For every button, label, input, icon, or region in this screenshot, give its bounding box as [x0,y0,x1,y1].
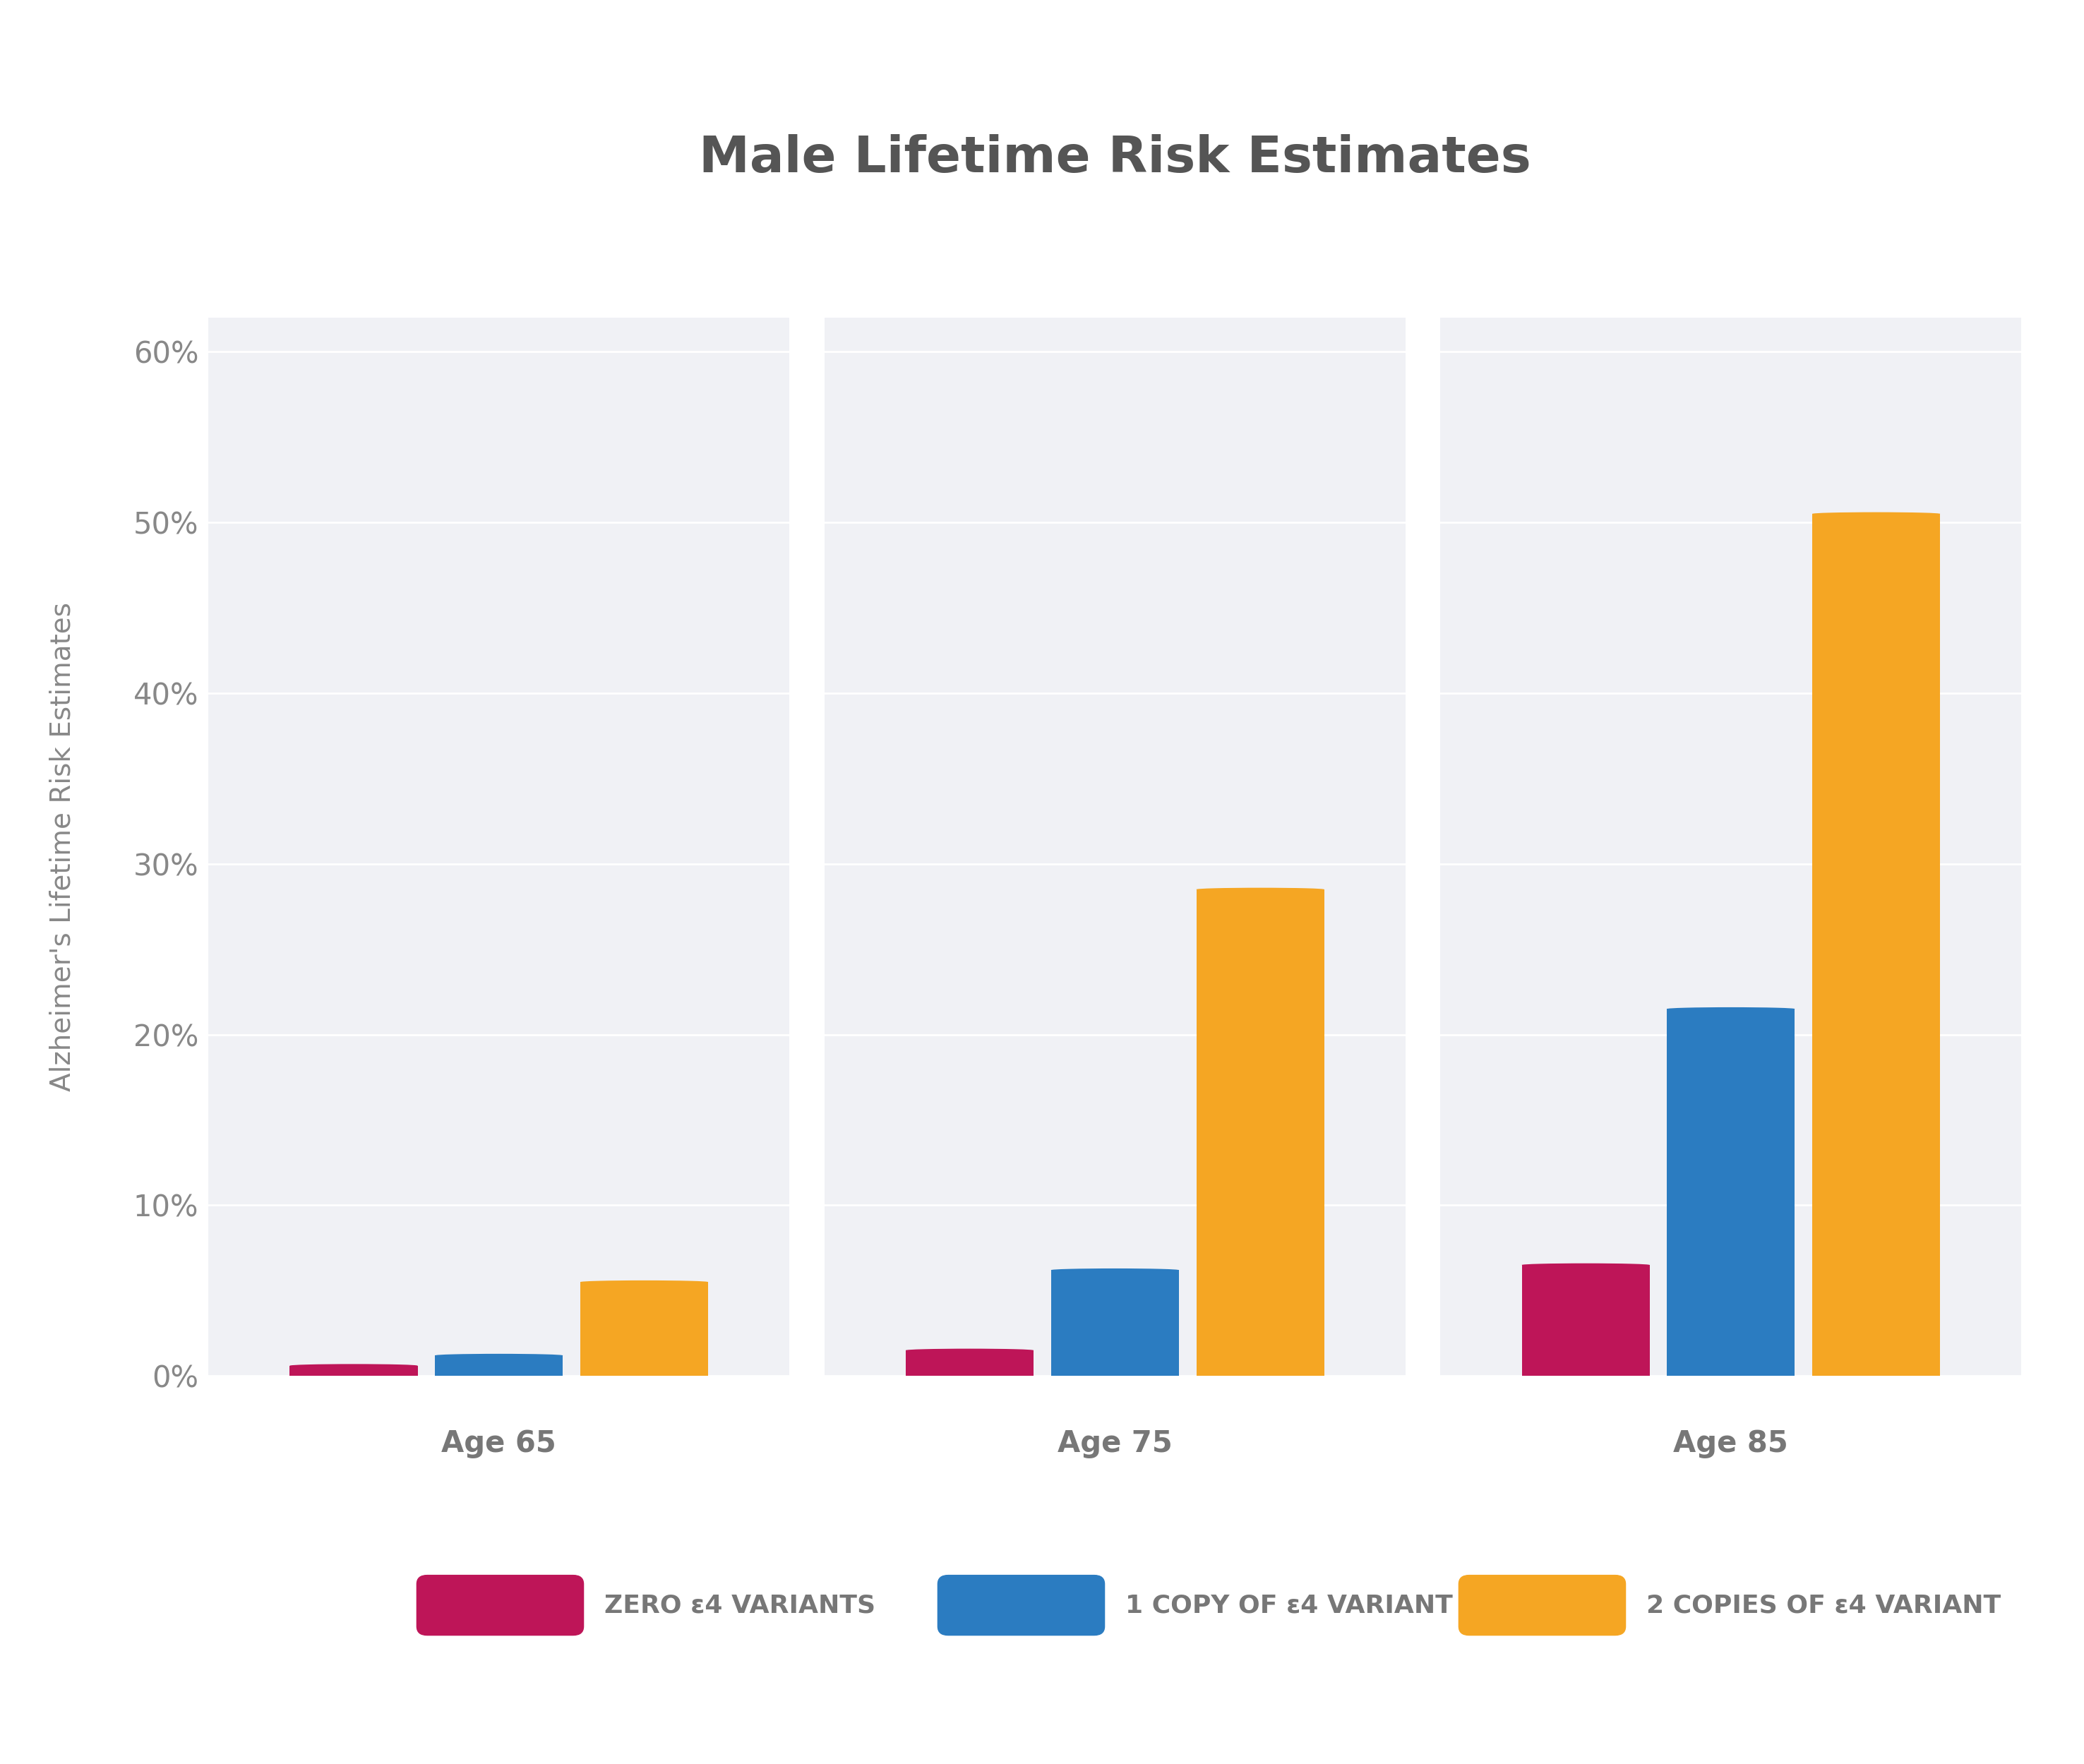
Ellipse shape [1521,1263,1651,1267]
Bar [1813,513,1940,1376]
Bar [290,1365,417,1376]
Bar [436,1355,563,1376]
Text: Alzheimer's Lifetime Risk Estimates: Alzheimer's Lifetime Risk Estimates [50,602,75,1092]
Text: Age 65: Age 65 [442,1429,556,1459]
Ellipse shape [290,1364,417,1367]
Text: 1 COPY OF ε4 VARIANT: 1 COPY OF ε4 VARIANT [1125,1593,1453,1618]
Ellipse shape [1667,1007,1794,1011]
Ellipse shape [907,1349,1034,1351]
Text: ZERO ε4 VARIANTS: ZERO ε4 VARIANTS [604,1593,875,1618]
Ellipse shape [1813,512,1940,515]
Text: Male Lifetime Risk Estimates: Male Lifetime Risk Estimates [698,134,1532,183]
Ellipse shape [1050,1268,1180,1272]
Bar [1196,889,1323,1376]
Text: Age 75: Age 75 [1057,1429,1173,1459]
Ellipse shape [1196,887,1323,891]
Ellipse shape [436,1353,563,1357]
Bar [1050,1270,1180,1376]
Bar [579,1282,709,1376]
Text: 2 COPIES OF ε4 VARIANT: 2 COPIES OF ε4 VARIANT [1646,1593,2001,1618]
Bar [1521,1265,1651,1376]
Bar [907,1349,1034,1376]
Bar [1667,1009,1794,1376]
Text: Age 85: Age 85 [1673,1429,1788,1459]
Ellipse shape [579,1281,709,1284]
